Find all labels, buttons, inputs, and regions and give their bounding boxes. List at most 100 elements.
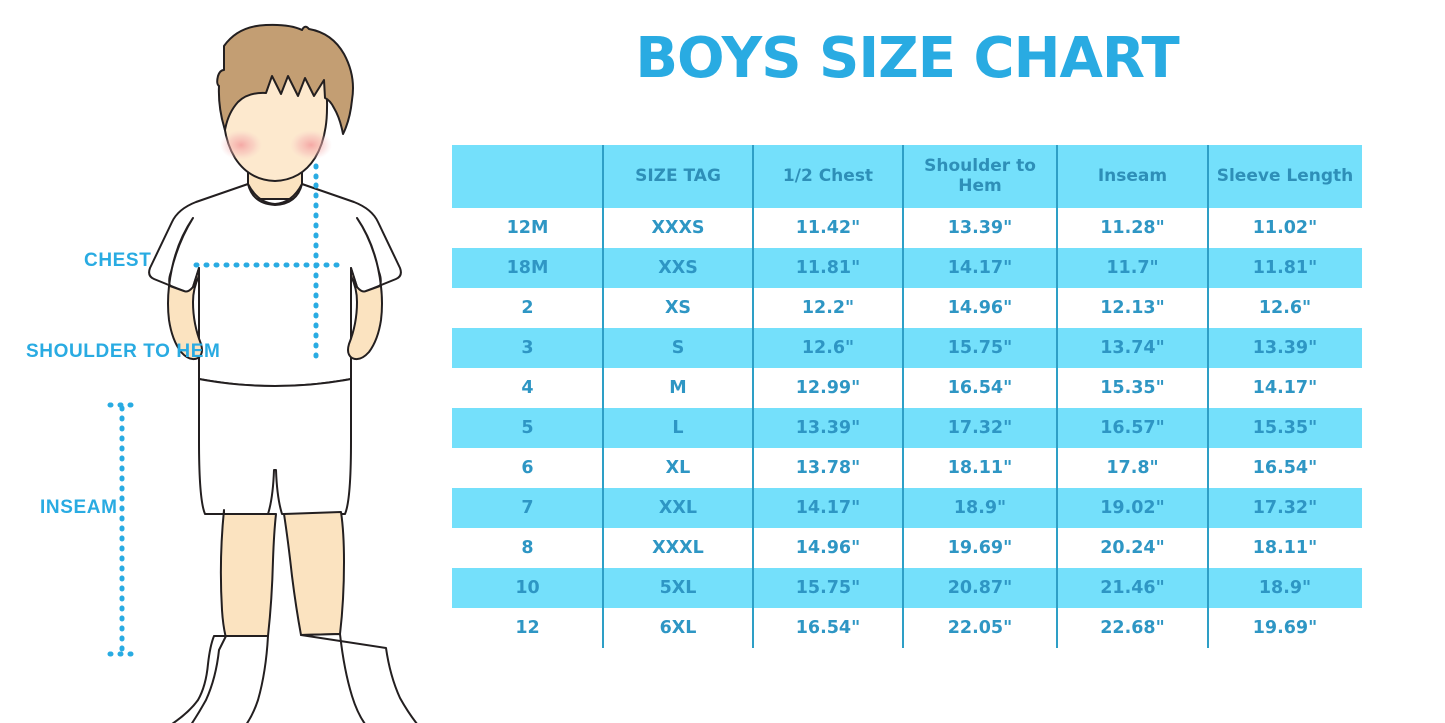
cheek-left [220, 130, 262, 160]
cell-size-tag: 5XL [603, 568, 753, 608]
leg-left-thigh [219, 509, 277, 639]
column-header-size [452, 145, 603, 208]
cell-inseam: 11.28" [1057, 208, 1208, 248]
cell-half-chest: 13.78" [753, 448, 903, 488]
cell-size-tag: XL [603, 448, 753, 488]
column-divider [1056, 145, 1058, 648]
cell-size-tag: 6XL [603, 608, 753, 648]
sock-right [300, 633, 418, 723]
column-header-shoulder-to-hem: Shoulder to Hem [903, 145, 1057, 208]
size-chart-table: SIZE TAG 1/2 Chest Shoulder to Hem Insea… [452, 145, 1362, 648]
table-row: 12M XXXS 11.42" 13.39" 11.28" 11.02" [452, 208, 1362, 248]
cell-inseam: 22.68" [1057, 608, 1208, 648]
cell-half-chest: 12.99" [753, 368, 903, 408]
collar-shape [247, 183, 303, 206]
cell-sleeve-length: 13.39" [1208, 328, 1362, 368]
cell-size: 10 [452, 568, 603, 608]
cell-inseam: 16.57" [1057, 408, 1208, 448]
shoulder-to-hem-label: SHOULDER TO HEM [26, 341, 221, 362]
column-divider [1207, 145, 1209, 648]
cell-size: 7 [452, 488, 603, 528]
cell-half-chest: 14.96" [753, 528, 903, 568]
cell-shoulder-to-hem: 18.11" [903, 448, 1057, 488]
sock-left-body [190, 635, 269, 723]
table-header-row: SIZE TAG 1/2 Chest Shoulder to Hem Insea… [452, 145, 1362, 208]
cell-size-tag: M [603, 368, 753, 408]
column-divider [602, 145, 604, 648]
cell-sleeve-length: 15.35" [1208, 408, 1362, 448]
cell-half-chest: 12.6" [753, 328, 903, 368]
cell-size: 12M [452, 208, 603, 248]
cell-size-tag: XXXS [603, 208, 753, 248]
table-row: 10 5XL 15.75" 20.87" 21.46" 18.9" [452, 568, 1362, 608]
table-body: 12M XXXS 11.42" 13.39" 11.28" 11.02" 18M… [452, 208, 1362, 648]
cell-size: 8 [452, 528, 603, 568]
cell-half-chest: 13.39" [753, 408, 903, 448]
cell-sleeve-length: 12.6" [1208, 288, 1362, 328]
cell-inseam: 17.8" [1057, 448, 1208, 488]
cell-half-chest: 12.2" [753, 288, 903, 328]
cell-shoulder-to-hem: 15.75" [903, 328, 1057, 368]
cell-inseam: 21.46" [1057, 568, 1208, 608]
table-row: 7 XXL 14.17" 18.9" 19.02" 17.32" [452, 488, 1362, 528]
cell-inseam: 13.74" [1057, 328, 1208, 368]
cell-size-tag: L [603, 408, 753, 448]
cell-shoulder-to-hem: 22.05" [903, 608, 1057, 648]
cell-shoulder-to-hem: 14.96" [903, 288, 1057, 328]
column-header-sleeve-length: Sleeve Length [1208, 145, 1362, 208]
cell-size: 2 [452, 288, 603, 328]
column-header-size-tag: SIZE TAG [603, 145, 753, 208]
cell-size: 12 [452, 608, 603, 648]
table-row: 8 XXXL 14.96" 19.69" 20.24" 18.11" [452, 528, 1362, 568]
cell-shoulder-to-hem: 17.32" [903, 408, 1057, 448]
cell-size-tag: XXS [603, 248, 753, 288]
cell-size-tag: XXL [603, 488, 753, 528]
arm-left [167, 217, 203, 361]
cell-size-tag: XS [603, 288, 753, 328]
cell-inseam: 11.7" [1057, 248, 1208, 288]
table-row: 6 XL 13.78" 18.11" 17.8" 16.54" [452, 448, 1362, 488]
cell-size-tag: S [603, 328, 753, 368]
boy-figure-illustration [107, 23, 418, 723]
cell-half-chest: 15.75" [753, 568, 903, 608]
cell-size: 5 [452, 408, 603, 448]
table-row: 4 M 12.99" 16.54" 15.35" 14.17" [452, 368, 1362, 408]
cell-sleeve-length: 17.32" [1208, 488, 1362, 528]
inseam-label: INSEAM [40, 497, 118, 518]
cell-size: 6 [452, 448, 603, 488]
cell-inseam: 19.02" [1057, 488, 1208, 528]
cell-shoulder-to-hem: 18.9" [903, 488, 1057, 528]
table-row: 2 XS 12.2" 14.96" 12.13" 12.6" [452, 288, 1362, 328]
cell-shoulder-to-hem: 13.39" [903, 208, 1057, 248]
table-row: 12 6XL 16.54" 22.05" 22.68" 19.69" [452, 608, 1362, 648]
hair-shape [216, 23, 354, 135]
cell-shoulder-to-hem: 19.69" [903, 528, 1057, 568]
column-divider [902, 145, 904, 648]
figure-body [107, 23, 418, 723]
cheek-right [290, 130, 332, 160]
cell-half-chest: 16.54" [753, 608, 903, 648]
shorts-shape [198, 378, 352, 515]
cell-sleeve-length: 19.69" [1208, 608, 1362, 648]
column-divider [752, 145, 754, 648]
page-title: BOYS SIZE CHART [635, 26, 1179, 91]
cell-sleeve-length: 18.9" [1208, 568, 1362, 608]
cell-size: 3 [452, 328, 603, 368]
cell-shoulder-to-hem: 16.54" [903, 368, 1057, 408]
cell-sleeve-length: 18.11" [1208, 528, 1362, 568]
cell-size: 4 [452, 368, 603, 408]
cell-half-chest: 11.42" [753, 208, 903, 248]
chest-label: CHEST [84, 250, 152, 271]
table-row: 3 S 12.6" 15.75" 13.74" 13.39" [452, 328, 1362, 368]
cell-half-chest: 11.81" [753, 248, 903, 288]
arm-right [347, 217, 383, 361]
column-header-half-chest: 1/2 Chest [753, 145, 903, 208]
column-header-inseam: Inseam [1057, 145, 1208, 208]
cell-shoulder-to-hem: 14.17" [903, 248, 1057, 288]
cell-half-chest: 14.17" [753, 488, 903, 528]
cell-inseam: 20.24" [1057, 528, 1208, 568]
table-header: SIZE TAG 1/2 Chest Shoulder to Hem Insea… [452, 145, 1362, 208]
table-row: 5 L 13.39" 17.32" 16.57" 15.35" [452, 408, 1362, 448]
cell-inseam: 15.35" [1057, 368, 1208, 408]
